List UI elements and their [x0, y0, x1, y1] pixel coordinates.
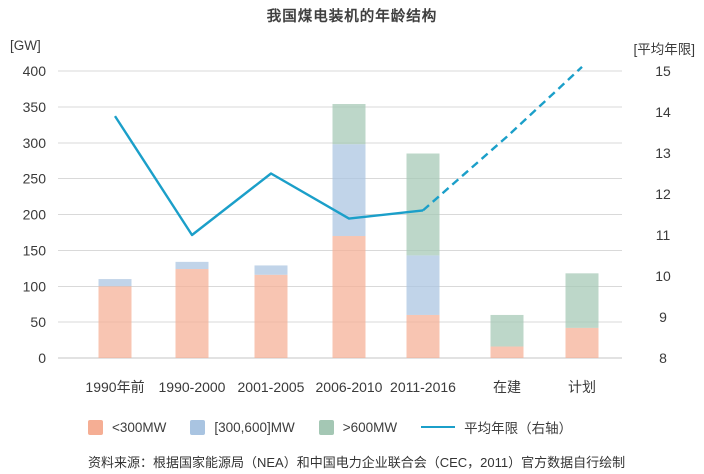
x-axis-category-label: 1990年前 — [85, 379, 144, 395]
legend-swatch — [190, 419, 206, 435]
legend-item: >600MW — [318, 419, 398, 435]
bar-segment — [332, 236, 366, 358]
legend-item: 平均年限（右轴） — [421, 417, 572, 437]
bar-segment — [175, 261, 209, 270]
chart-canvas: 400 350 300 250 200 150 100 50 0 15 14 13 12 11 10 9 8 19… — [23, 63, 671, 395]
legend-line-swatch — [421, 426, 456, 428]
source-note: 资料来源：根据国家能源局（NEA）和中国电力企业联合会（CEC，2011）官方数… — [88, 455, 626, 470]
right-axis-tick: 9 — [659, 309, 667, 325]
left-axis-tick: 100 — [23, 278, 47, 294]
legend-item: [300,600]MW — [190, 419, 295, 435]
bar-segment — [406, 255, 440, 315]
right-axis-tick: 14 — [655, 104, 671, 120]
left-axis-tick: 200 — [23, 207, 47, 223]
left-axis-tick: 50 — [30, 314, 46, 330]
right-axis-tick: 15 — [655, 63, 671, 79]
right-axis-tick: 10 — [655, 268, 671, 284]
x-axis-category-label: 计划 — [568, 379, 596, 395]
legend-label: >600MW — [342, 419, 398, 435]
bar-segment — [98, 286, 132, 358]
left-axis-tick: 250 — [23, 171, 47, 187]
left-axis-unit-label: [GW] — [10, 38, 41, 53]
right-axis-tick: 11 — [656, 227, 671, 243]
legend-label: 平均年限（右轴） — [464, 421, 573, 436]
legend-item: <300MW — [88, 419, 167, 435]
x-axis-category-label: 2011-2016 — [390, 379, 456, 395]
bar-segment — [254, 265, 288, 275]
bar-segment — [175, 269, 209, 358]
bar-segment — [490, 314, 524, 347]
bar-segment — [565, 273, 599, 328]
left-axis-tick: 300 — [23, 135, 47, 151]
x-axis-category-label: 2006-2010 — [316, 379, 383, 395]
right-axis-tick: 8 — [659, 350, 667, 366]
bar-segment — [406, 153, 440, 256]
left-axis-tick: 0 — [38, 350, 46, 366]
bar-segment — [332, 144, 366, 237]
chart-title: 我国煤电装机的年龄结构 — [266, 9, 438, 25]
right-axis-unit-label: [平均年限] — [633, 42, 695, 57]
right-axis-tick: 13 — [655, 145, 671, 161]
chart-legend: <300MW [300,600]MW >600MW 平均年限（右轴） — [88, 417, 572, 437]
left-axis-tick: 150 — [23, 242, 47, 258]
legend-swatch — [318, 419, 334, 435]
bar-segment — [332, 104, 366, 145]
x-axis-category-label: 1990-2000 — [159, 379, 226, 395]
average-age-line-solid — [113, 115, 424, 237]
bar-segment — [490, 346, 524, 358]
legend-swatch — [88, 419, 103, 435]
bar-segment — [98, 279, 132, 287]
bar-segment — [406, 314, 440, 358]
x-axis-category-label: 在建 — [493, 379, 521, 395]
right-axis-tick: 12 — [655, 186, 671, 202]
legend-label: <300MW — [112, 419, 167, 435]
bar-segment — [565, 327, 599, 358]
left-axis-tick: 400 — [23, 63, 47, 79]
bar-segment — [254, 274, 288, 358]
left-axis-tick: 350 — [23, 99, 47, 115]
x-axis-category-label: 2001-2005 — [238, 379, 305, 395]
average-age-line-dashed-projection — [422, 66, 583, 212]
legend-label: [300,600]MW — [214, 419, 295, 435]
